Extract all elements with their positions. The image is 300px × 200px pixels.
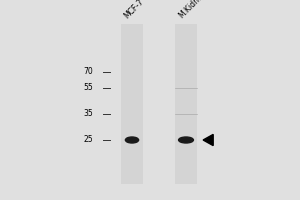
Text: 25: 25 xyxy=(83,136,93,144)
Bar xyxy=(121,24,143,184)
Text: 70: 70 xyxy=(83,68,93,76)
Ellipse shape xyxy=(178,137,194,143)
Text: M.Kidney: M.Kidney xyxy=(177,0,208,20)
Text: MCF-7: MCF-7 xyxy=(123,0,146,20)
Text: 55: 55 xyxy=(83,84,93,92)
Bar xyxy=(175,24,197,184)
Text: 35: 35 xyxy=(83,109,93,118)
Ellipse shape xyxy=(125,137,139,143)
Polygon shape xyxy=(203,134,213,146)
